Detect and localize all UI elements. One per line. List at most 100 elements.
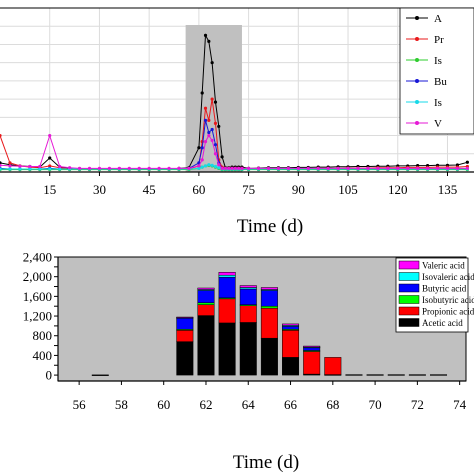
top-data-point (187, 166, 191, 170)
top-data-point (455, 166, 460, 170)
top-data-point (38, 164, 42, 169)
top-data-point (8, 164, 12, 168)
top-data-point (8, 167, 12, 171)
top-legend-swatch-marker (415, 79, 419, 83)
bar-day-68 (324, 357, 342, 376)
bottom-x-tick-labels: 56 58 60 62 64 66 68 70 72 74 (73, 397, 467, 412)
bar-segment-acetic-acid (408, 374, 426, 376)
top-data-point (220, 166, 224, 170)
bar-day-73 (430, 374, 448, 376)
top-data-point (240, 166, 244, 170)
top-data-point (210, 97, 214, 101)
bar-segment-butyric-acid (197, 290, 215, 304)
top-data-point (48, 133, 52, 138)
top-data-point (38, 167, 42, 171)
top-data-point (58, 164, 62, 169)
bar-day-69 (345, 374, 363, 376)
top-data-point (465, 160, 469, 164)
top-data-point (346, 166, 350, 170)
bar-day-64 (239, 285, 257, 376)
bottom-legend-label: Isovaleric acid (422, 272, 474, 282)
top-legend-swatch-marker (415, 100, 419, 104)
top-shaded-region (185, 25, 242, 172)
bar-segment-valeric-acid (239, 285, 257, 288)
top-x-tick-label: 30 (93, 182, 106, 197)
bar-segment-isovaleric-acid (218, 274, 236, 278)
top-data-point (425, 166, 430, 170)
top-data-point (207, 130, 211, 135)
top-data-point (213, 121, 218, 126)
top-data-point (233, 166, 237, 170)
top-data-point (306, 166, 310, 170)
top-data-point (68, 166, 72, 170)
top-data-point (276, 166, 281, 170)
top-data-point (177, 166, 181, 170)
top-data-point (200, 146, 204, 150)
top-x-tick-label: 105 (338, 182, 358, 197)
top-data-point (286, 166, 290, 170)
bar-segment-acetic-acid (366, 374, 384, 376)
bar-segment-acetic-acid (91, 374, 109, 376)
top-data-point (203, 33, 208, 37)
bar-day-62 (197, 287, 215, 376)
bar-segment-valeric-acid (282, 323, 300, 326)
bottom-stacked-bar-chart: 0 400 800 1,200 1,600 2,000 2,400 56 58 60 62 64 66… (23, 250, 474, 474)
bottom-legend-swatch (398, 272, 420, 281)
top-data-point (157, 166, 161, 170)
top-data-point (376, 166, 380, 170)
top-data-point (28, 164, 32, 169)
top-data-point (203, 106, 208, 110)
top-data-point (137, 166, 141, 170)
top-legend-label: V (434, 118, 442, 130)
top-line-chart: 15 30 45 60 75 90 105 120 135 Time (d) A Pr Is Bu Is… (0, 7, 474, 237)
top-data-point (0, 167, 2, 171)
top-x-tick-label: 90 (292, 182, 305, 197)
top-data-point (336, 166, 340, 170)
bar-day-66 (282, 323, 300, 376)
bottom-x-tick-label: 64 (242, 397, 256, 412)
bar-segment-acetic-acid (345, 374, 363, 376)
bottom-y-tick-label: 1,200 (23, 309, 52, 324)
top-axes (0, 7, 474, 176)
bar-segment-propionic-acid (239, 305, 257, 323)
top-legend-swatch-marker (415, 121, 419, 125)
bottom-legend-swatch (398, 283, 420, 293)
top-data-point (167, 166, 171, 170)
top-data-point (200, 91, 204, 95)
top-data-point (416, 166, 420, 170)
top-data-point (203, 164, 208, 168)
top-data-point (0, 161, 2, 165)
top-data-point (200, 158, 204, 162)
top-data-point (213, 152, 218, 156)
bottom-x-tick-label: 62 (199, 397, 212, 412)
bar-segment-propionic-acid (260, 307, 278, 339)
top-data-point (227, 166, 231, 170)
bar-segment-butyric-acid (260, 290, 278, 307)
top-data-point (406, 166, 410, 170)
top-data-point (8, 161, 12, 165)
bottom-legend-label: Butyric acid (422, 284, 467, 294)
bottom-bars-group (91, 272, 448, 376)
bottom-axes (54, 256, 466, 385)
top-data-point (97, 166, 102, 170)
top-data-point (465, 166, 469, 170)
bottom-legend-swatch (398, 306, 420, 316)
bar-day-63 (218, 272, 236, 376)
top-data-point (77, 166, 82, 170)
bar-day-71 (387, 374, 405, 376)
top-data-point (207, 118, 211, 122)
top-data-point (207, 39, 211, 44)
top-data-point (18, 167, 22, 171)
bottom-y-tick-label: 2,000 (23, 269, 52, 284)
top-legend-label: A (434, 13, 442, 25)
top-data-point (316, 166, 320, 170)
top-x-tick-label: 45 (143, 182, 156, 197)
top-data-point (213, 164, 218, 169)
bar-day-70 (366, 374, 384, 376)
top-data-point (197, 166, 201, 170)
top-data-point (48, 164, 52, 168)
bar-segment-butyric-acid (176, 317, 194, 330)
bottom-y-tick-label: 800 (33, 328, 53, 343)
